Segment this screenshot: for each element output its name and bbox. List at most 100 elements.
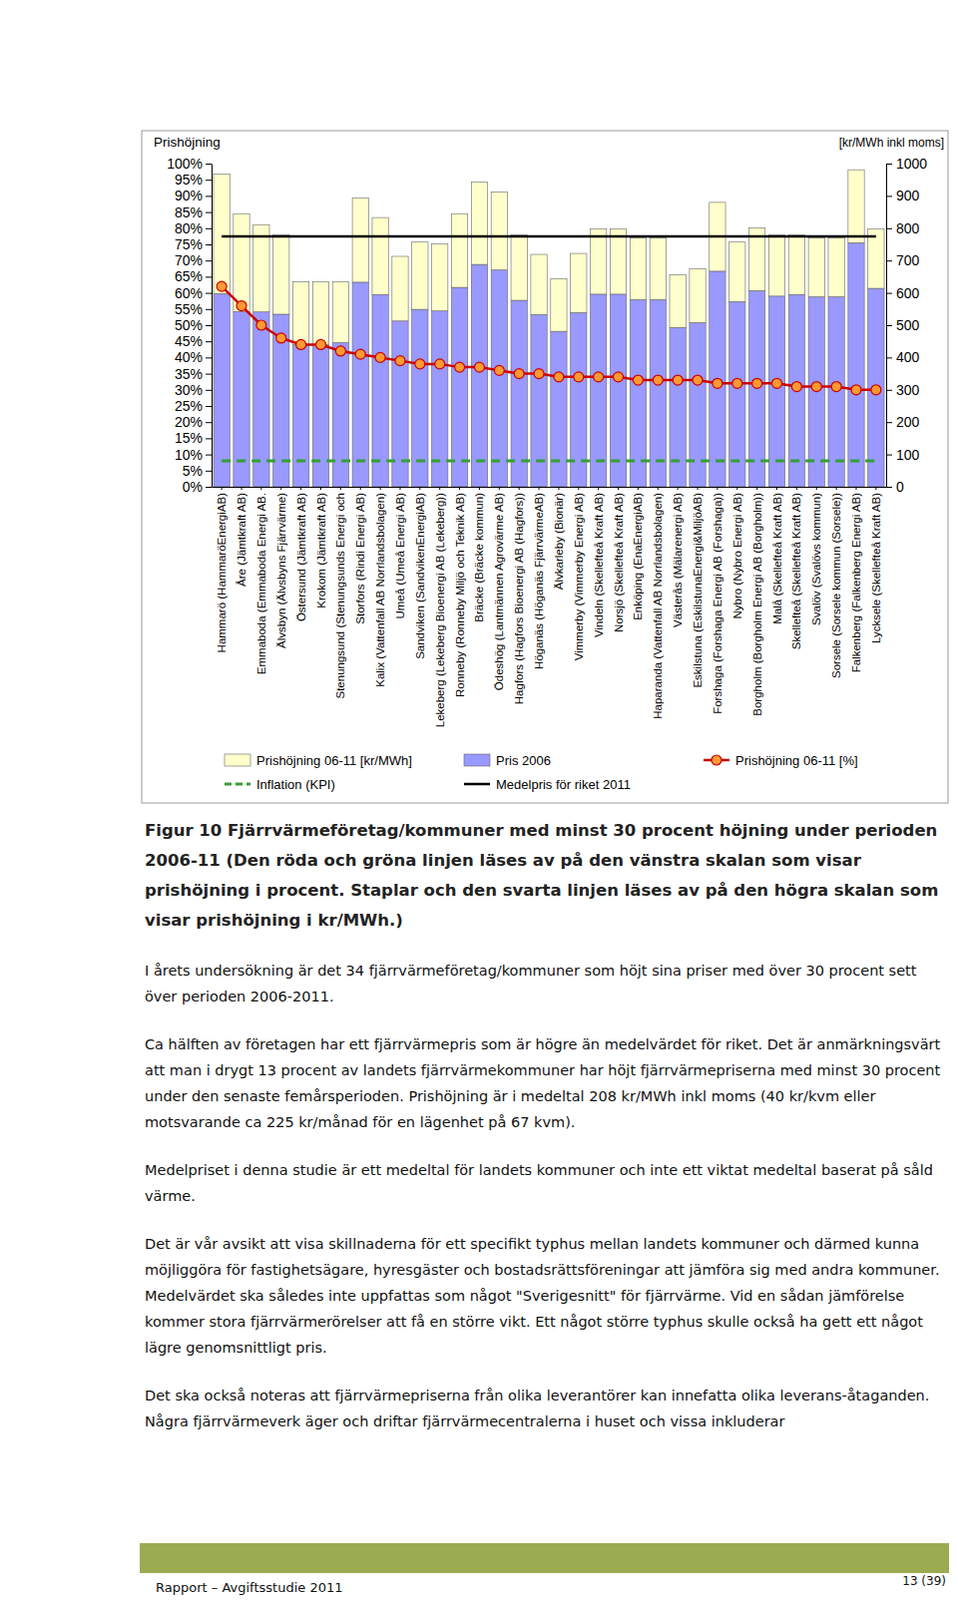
marker <box>335 346 346 357</box>
tick: Forshaga (Forshaga Energi AB (Forshaga)) <box>711 486 724 715</box>
tick-mark <box>205 244 212 246</box>
tick-mark <box>419 486 421 490</box>
tick: Lekeberg (Lekeberg Bioenergi AB (Lekeber… <box>434 486 447 728</box>
bar <box>808 296 825 487</box>
tick: Emmaboda (Emmaboda Energi AB. <box>255 486 268 675</box>
tick-label: Älvkarleby (Bionär) <box>552 492 565 590</box>
tick: Eskilstuna (EskilstunaEnergi&MiljöAB) <box>691 486 704 689</box>
tick-label: 95% <box>174 171 203 188</box>
tick-label: Borgholm (Borgholm Energi AB (Borgholm)) <box>751 492 764 717</box>
bar <box>332 342 349 487</box>
marker <box>672 375 683 386</box>
tick-mark <box>886 357 893 359</box>
tick-mark <box>836 486 838 490</box>
tick-mark <box>886 486 893 488</box>
legend-label: Prishöjning 06-11 [%] <box>735 753 859 769</box>
tick: Borgholm (Borgholm Energi AB (Borgholm)) <box>751 486 764 717</box>
tick-label: Sorsele (Sorsele kommun (Sorsele)) <box>830 492 843 679</box>
tick: 95% <box>174 171 212 188</box>
tick-label: Lekeberg (Lekeberg Bioenergi AB (Lekeber… <box>434 492 447 728</box>
tick-label: Norsjö (Skellefteå Kraft AB) <box>612 492 625 633</box>
chart-svg: 0%5%10%15%20%25%30%35%40%45%50%55%60%65%… <box>0 0 958 811</box>
marker <box>712 378 723 389</box>
tick-mark <box>498 486 500 490</box>
paragraph: Ca hälften av företagen har ett fjärrvär… <box>144 1031 944 1136</box>
marker <box>296 339 307 350</box>
tick-mark <box>205 276 212 278</box>
tick-label: 60% <box>174 285 203 302</box>
bar <box>709 271 726 487</box>
tick-mark <box>205 163 212 165</box>
bar <box>312 282 329 346</box>
tick-mark <box>577 486 579 490</box>
tick-label: Ödeshög (Lantmännen Agrovärme AB) <box>492 492 505 691</box>
tick: Umeå (Umeå Energi AB) <box>394 486 407 620</box>
tick-label: 20% <box>174 414 203 431</box>
marker <box>652 375 663 386</box>
page-number: 13 (39) <box>868 1574 947 1589</box>
text-body: Figur 10 Fjärrvärmeföretag/kommuner med … <box>144 816 944 1457</box>
legend-item: Medelpris för riket 2011 <box>464 777 631 793</box>
paragraph: Det är vår avsikt att visa skillnaderna … <box>144 1231 944 1362</box>
tick: 100% <box>166 155 212 172</box>
legend-swatch <box>464 783 490 787</box>
tick-mark <box>439 486 441 490</box>
tick: Älvkarleby (Bionär) <box>552 486 565 590</box>
bar <box>550 331 567 487</box>
tick-mark <box>886 390 893 392</box>
marker <box>375 352 386 363</box>
bar <box>729 242 746 303</box>
tick-mark <box>886 422 893 424</box>
tick-label: 90% <box>174 187 203 204</box>
bar <box>669 327 686 487</box>
tick: 0% <box>182 479 212 495</box>
bar <box>609 294 626 487</box>
tick-mark <box>300 486 302 490</box>
tick: Älvsbyn (Älvsbyns Fjärrvärme) <box>275 486 288 649</box>
marker <box>415 359 426 370</box>
tick-label: Svalöv (Svalövs kommun) <box>810 492 823 626</box>
tick: Bräcke (Bräcke kommun) <box>473 486 485 623</box>
tick: 800 <box>886 220 921 237</box>
x-axis: Hammarö (HammaröEnergiAB)Åre (Jämtkraft … <box>212 486 888 728</box>
tick-label: Älvsbyn (Älvsbyns Fjärrvärme) <box>275 492 288 649</box>
tick-mark <box>205 357 212 359</box>
tick: Nybro (Nybro Energi AB) <box>731 486 744 620</box>
tick: 85% <box>174 204 212 221</box>
tick-label: 75% <box>174 236 203 253</box>
tick-label: 55% <box>174 301 203 318</box>
tick: 300 <box>886 382 921 399</box>
tick-mark <box>380 486 382 490</box>
marker <box>533 369 544 380</box>
tick-mark <box>886 325 893 327</box>
bar <box>471 181 487 265</box>
bar <box>490 192 507 271</box>
tick: 20% <box>174 414 212 431</box>
legend: Prishöjning 06-11 [kr/MWh]Pris 2006Prish… <box>224 753 859 793</box>
marker <box>216 281 227 292</box>
tick: Sorsele (Sorsele kommun (Sorsele)) <box>830 486 843 679</box>
tick: Haparanda (Vattenfall AB Norrlandsbolage… <box>651 486 664 720</box>
bar <box>451 287 468 487</box>
tick-mark <box>205 486 212 488</box>
tick: 40% <box>174 349 212 366</box>
bar <box>729 301 746 487</box>
tick-label: Storfors (Rindi Energi AB) <box>354 492 367 625</box>
marker <box>831 382 842 393</box>
bar <box>352 282 369 487</box>
marker <box>513 369 524 380</box>
tick-label: Vindeln (Skellefteå Kraft AB) <box>592 492 605 638</box>
bar <box>550 278 567 332</box>
bar <box>788 294 805 487</box>
legend-item: Inflation (KPI) <box>224 777 336 793</box>
tick-mark <box>756 486 758 490</box>
tick-mark <box>205 260 212 262</box>
y-axis: 0%5%10%15%20%25%30%35%40%45%50%55%60%65%… <box>166 155 212 495</box>
bar <box>273 235 290 315</box>
tick-mark <box>205 228 212 230</box>
legend-item: Prishöjning 06-11 [kr/MWh] <box>224 753 413 769</box>
bar <box>510 300 527 487</box>
marker <box>593 372 604 383</box>
bar <box>828 238 845 298</box>
tick-mark <box>886 260 893 262</box>
